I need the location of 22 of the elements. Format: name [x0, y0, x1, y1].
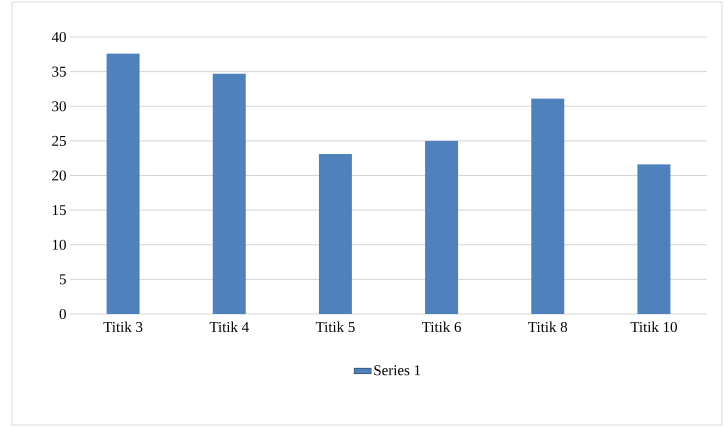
x-tick-label: Titik 8: [528, 322, 568, 332]
y-tick-label: 0: [60, 308, 66, 320]
x-tick-label: Titik 3: [103, 322, 142, 332]
bar: [425, 140, 458, 314]
legend-label: Series 1: [374, 365, 420, 376]
bar: [637, 164, 670, 314]
x-tick-label: Titik 4: [210, 322, 249, 332]
bar: [531, 98, 564, 314]
y-tick-label: 10: [52, 240, 66, 250]
bar: [106, 54, 140, 314]
y-tick-label: 40: [52, 32, 66, 42]
y-tick-label: 15: [52, 205, 66, 216]
x-tick-label: Titik 5: [316, 322, 355, 332]
bar: [318, 154, 352, 314]
y-tick-label: 20: [52, 170, 66, 181]
x-tick-label: Titik 6: [422, 322, 462, 332]
y-tick-label: 25: [52, 136, 66, 146]
x-tick-label: Titik 10: [630, 322, 677, 332]
bar: [212, 74, 246, 314]
y-tick-label: 35: [52, 66, 66, 77]
y-tick-label: 30: [52, 101, 66, 112]
y-tick-label: 5: [60, 274, 66, 284]
